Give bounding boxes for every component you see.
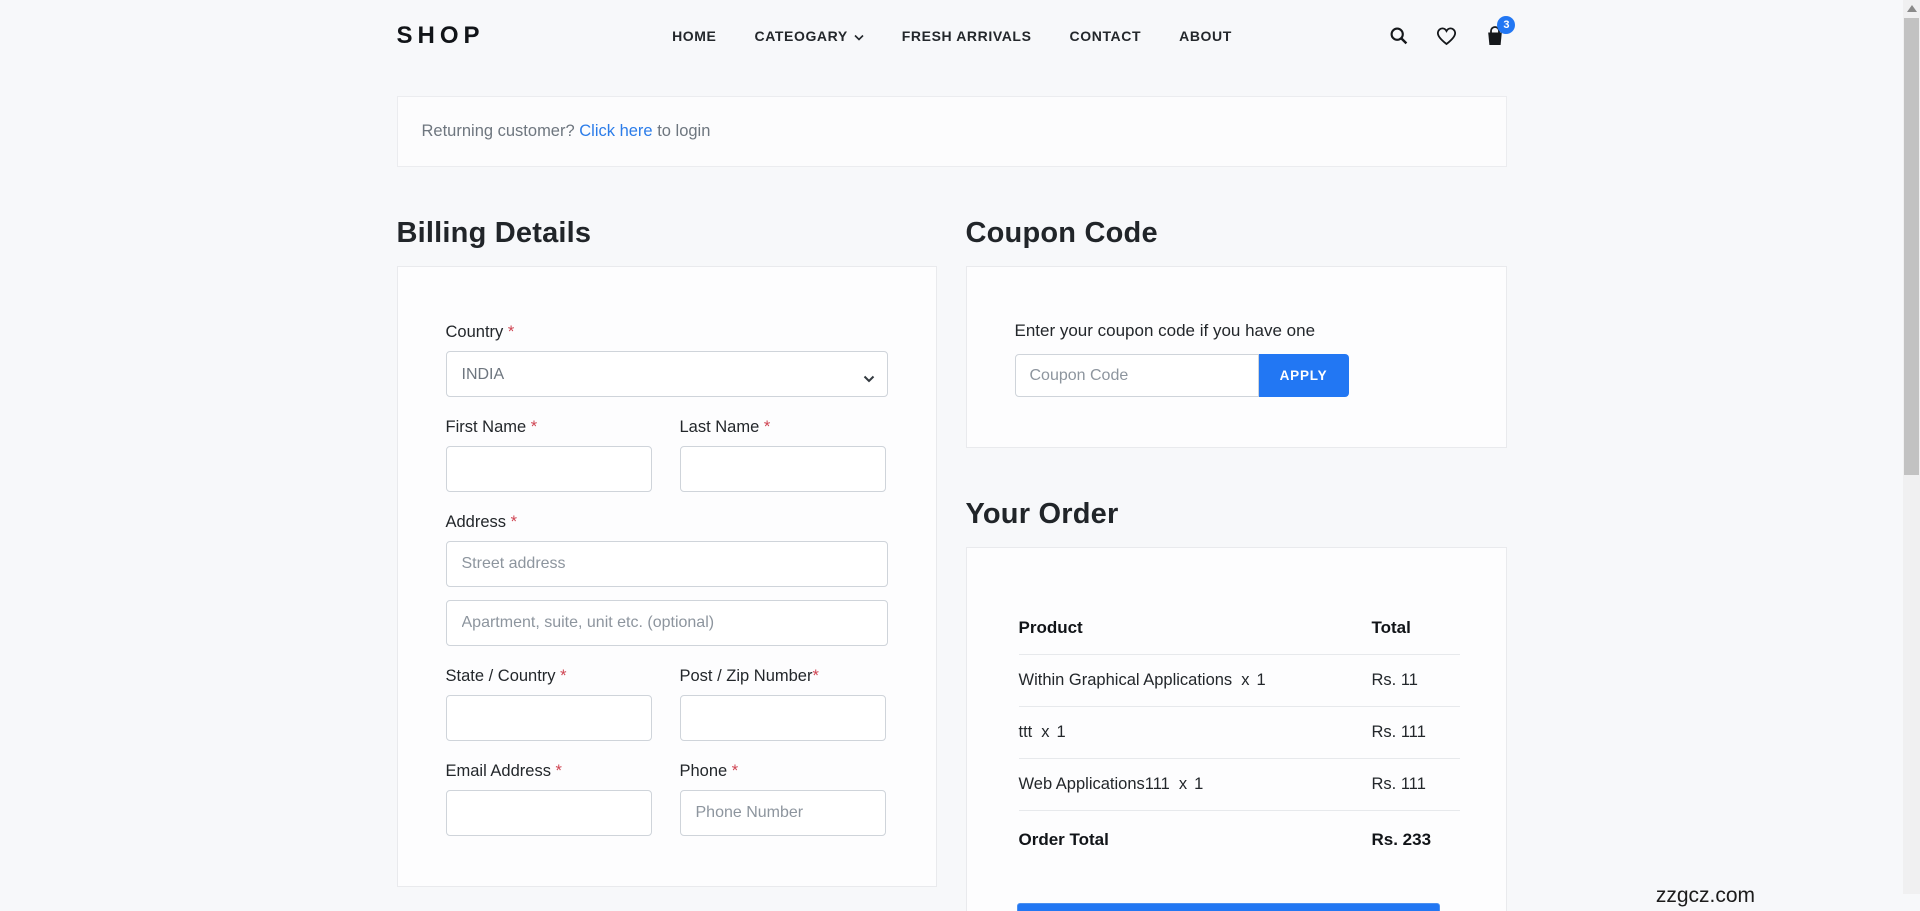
first-name-label: First Name * — [445, 418, 538, 436]
email-input[interactable] — [445, 790, 652, 836]
scrollbar-thumb[interactable] — [1904, 18, 1919, 475]
banner-text-after: to login — [652, 122, 711, 140]
required-asterisk: * — [763, 418, 771, 436]
scrollbar-up-arrow[interactable] — [1907, 5, 1917, 12]
cart-count-badge: 3 — [1497, 16, 1516, 34]
order-item-name: ttt x 1 — [1018, 706, 1372, 759]
watermark: zzgcz.com — [1655, 884, 1755, 907]
coupon-title: Coupon Code — [965, 217, 1158, 249]
cart-icon[interactable]: 3 — [1484, 16, 1516, 47]
order-item-row: ttt x 1 Rs. 111 — [1018, 706, 1460, 759]
last-name-label: Last Name * — [679, 418, 771, 436]
coupon-card: Enter your coupon code if you have one A… — [965, 266, 1507, 448]
coupon-prompt: Enter your coupon code if you have one — [1014, 321, 1316, 340]
search-icon[interactable] — [1389, 26, 1409, 46]
site-header: SHOP HOME CATEOGARY FRESH ARRIVALS CONTA… — [396, 0, 1516, 66]
nav-item-home[interactable]: HOME — [672, 28, 717, 44]
order-item-name: Within Graphical Applications x 1 — [1018, 654, 1372, 707]
state-label: State / Country * — [445, 667, 567, 685]
required-asterisk: * — [510, 513, 518, 531]
billing-form-card: Country * INDIA First Name * — [396, 266, 937, 887]
nav-item-about[interactable]: ABOUT — [1179, 28, 1232, 44]
vertical-scrollbar[interactable] — [1903, 0, 1920, 894]
order-item-name: Web Applications111 x 1 — [1018, 758, 1372, 811]
order-item-total: Rs. 11 — [1371, 654, 1460, 707]
billing-column: Billing Details Country * INDIA — [396, 217, 937, 911]
zip-label: Post / Zip Number* — [679, 667, 819, 685]
header-icons: 3 — [1389, 16, 1516, 47]
login-link[interactable]: Click here — [579, 122, 653, 140]
chevron-down-icon — [854, 28, 864, 44]
required-asterisk: * — [560, 667, 567, 685]
product-column-header: Product — [1018, 618, 1372, 655]
nav-item-contact[interactable]: CONTACT — [1069, 28, 1142, 44]
required-asterisk: * — [530, 418, 538, 436]
phone-label: Phone * — [679, 762, 739, 780]
required-asterisk: * — [507, 323, 515, 341]
place-order-button[interactable] — [1017, 903, 1440, 911]
main-nav: HOME CATEOGARY FRESH ARRIVALS CONTACT AB… — [623, 28, 1251, 44]
returning-customer-banner: Returning customer? Click here to login — [396, 96, 1507, 167]
state-input[interactable] — [445, 695, 652, 741]
required-asterisk: * — [731, 762, 739, 780]
order-total-row: Order Total Rs. 233 — [1019, 811, 1460, 870]
order-total-label: Order Total — [1018, 830, 1109, 849]
email-label: Email Address * — [445, 762, 562, 780]
order-item-total: Rs. 111 — [1371, 758, 1460, 811]
your-order-title: Your Order — [965, 498, 1119, 530]
shop-logo[interactable]: SHOP — [396, 22, 485, 49]
billing-title: Billing Details — [396, 217, 592, 249]
phone-input[interactable] — [679, 790, 886, 836]
last-name-input[interactable] — [679, 446, 886, 492]
first-name-input[interactable] — [445, 446, 652, 492]
coupon-code-input[interactable] — [1014, 354, 1259, 397]
apply-coupon-button[interactable]: APPLY — [1258, 354, 1349, 397]
order-summary-card: Product Total Within Graphical Applicati… — [965, 547, 1507, 911]
nav-item-category[interactable]: CATEOGARY — [735, 28, 882, 44]
zip-input[interactable] — [679, 695, 886, 741]
nav-item-fresh-arrivals[interactable]: FRESH ARRIVALS — [901, 28, 1032, 44]
order-item-qty: 1 — [1056, 723, 1066, 741]
checkout-main: Billing Details Country * INDIA — [396, 217, 1507, 911]
order-table-header-row: Product Total — [1018, 618, 1460, 655]
order-item-row: Within Graphical Applications x 1 Rs. 11 — [1018, 654, 1460, 707]
street-address-input[interactable] — [445, 541, 888, 587]
country-label: Country * — [445, 323, 515, 341]
order-total-value: Rs. 233 — [1371, 830, 1432, 849]
summary-column: Coupon Code Enter your coupon code if yo… — [965, 217, 1507, 911]
order-item-row: Web Applications111 x 1 Rs. 111 — [1018, 758, 1460, 811]
required-asterisk: * — [555, 762, 562, 780]
country-select[interactable]: INDIA — [445, 351, 888, 397]
heart-icon[interactable] — [1436, 26, 1457, 46]
banner-text: Returning customer? — [421, 122, 580, 140]
apartment-input[interactable] — [445, 600, 888, 646]
order-item-total: Rs. 111 — [1371, 706, 1460, 759]
order-item-qty: 1 — [1256, 671, 1266, 689]
total-column-header: Total — [1371, 618, 1460, 655]
order-item-qty: 1 — [1194, 775, 1204, 793]
order-table: Product Total Within Graphical Applicati… — [1018, 618, 1460, 870]
address-label: Address * — [445, 513, 518, 531]
required-asterisk: * — [812, 667, 819, 685]
